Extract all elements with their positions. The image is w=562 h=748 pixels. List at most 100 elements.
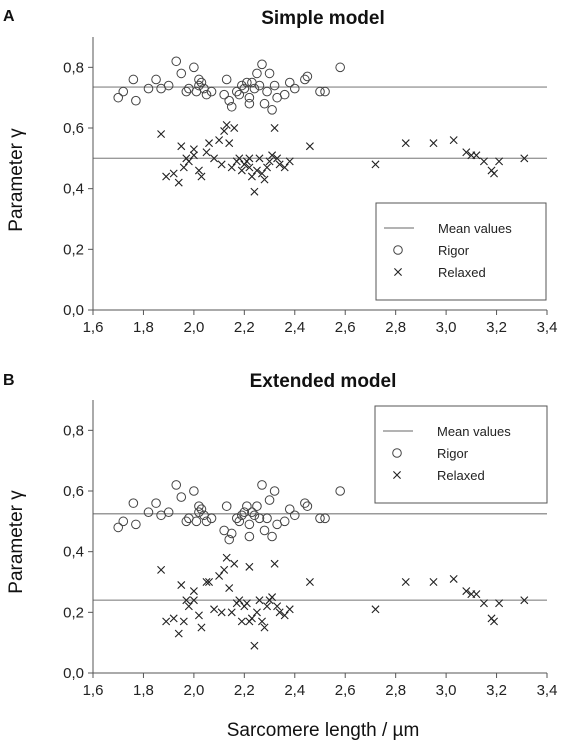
panel-b-rigor-point: [264, 495, 275, 505]
panel-a-relaxed-point: [258, 169, 266, 178]
panel-b-rigor-point: [315, 513, 325, 524]
panel-a-y-tick-label: 0,2: [63, 241, 84, 258]
panel-a-rigor-point: [163, 80, 174, 91]
panel-a-relaxed-point: [285, 157, 294, 166]
panel-b-rigor-point: [221, 501, 232, 511]
panel-a-relaxed-point: [270, 124, 279, 132]
panel-b-relaxed-point: [263, 602, 272, 611]
panel-a-rigor-point: [151, 74, 161, 85]
panel-b-relaxed-point: [285, 605, 294, 614]
panel-a-legend-x-swatch: [394, 268, 402, 276]
panel-b-relaxed-point: [174, 629, 183, 638]
panel-b-x-tick-label: 1,8: [133, 682, 154, 699]
panel-a-x-tick-label: 2,0: [183, 319, 204, 336]
panel-a-rigor-point: [289, 83, 300, 94]
panel-a-relaxed-point: [189, 151, 198, 160]
panel-b-title: Extended model: [250, 371, 397, 392]
panel-a-relaxed-point: [263, 163, 272, 172]
panel-a-relaxed-point: [449, 136, 458, 145]
panel-b-rigor-point: [284, 504, 295, 515]
panel-a-rigor-point: [320, 86, 330, 97]
panel-a-relaxed-point: [520, 154, 529, 163]
panel-a-relaxed-point: [490, 169, 499, 178]
panel-a-rigor-point: [128, 74, 139, 85]
panel-a-axes: 1,6 1,8 2,0 2,2 2,4 2,6 2,8 3,0 3,2 3,4 0,0 0,2 0,4 0…: [63, 37, 557, 336]
panel-b-x-tick-label: 3,0: [436, 682, 457, 699]
panel-a-relaxed-point: [472, 151, 481, 160]
panel-b-rigor-point: [181, 516, 192, 527]
panel-b-rigor-point: [252, 501, 262, 511]
panel-b-legend: Mean values Rigor Relaxed: [374, 405, 548, 504]
panel-b-rigor-point: [262, 513, 272, 524]
panel-a-y-tick-label: 0,0: [63, 302, 84, 319]
panel-a-rigor-points: [113, 56, 345, 115]
panel-letter-b: B: [3, 372, 15, 389]
panel-b-relaxed-point: [194, 611, 203, 620]
panel-b-relaxed-point: [189, 596, 198, 605]
panel-a-relaxed-point: [237, 166, 246, 175]
panel-a-relaxed-point: [179, 163, 188, 172]
panel-a-relaxed-point: [162, 172, 171, 181]
panel-a-relaxed-point: [235, 154, 244, 163]
panel-a-relaxed-points: [157, 120, 529, 196]
panel-b-relaxed-point: [449, 574, 458, 583]
panel-b-rigor-point: [131, 519, 141, 530]
panel-a-rigor-point: [176, 68, 187, 79]
panel-a-x-tick-label: 2,6: [335, 319, 356, 336]
panel-a-rigor-point: [221, 74, 232, 85]
panel-a-x-tick-label: 3,4: [537, 319, 558, 336]
panel-a-legend: Mean values Rigor Relaxed: [375, 202, 547, 301]
panel-b-relaxed-point: [179, 617, 188, 626]
panel-b-relaxed-point: [215, 571, 224, 580]
panel-a-relaxed-point: [495, 157, 504, 166]
panel-a-x-tick-label: 1,8: [133, 319, 154, 336]
panel-a-x-tick-label: 3,0: [436, 319, 457, 336]
panel-b-rigor-point: [259, 525, 270, 536]
panel-b-rigor-point: [279, 516, 290, 527]
panel-b-mean-lines: [93, 513, 547, 601]
panel-a-rigor-point: [219, 89, 229, 100]
x-axis-label: Sarcomere length / µm: [227, 720, 420, 741]
panel-a-rigor-point: [284, 77, 295, 88]
panel-b-relaxed-point: [280, 611, 289, 620]
panel-b-ylabel: Parameter γ: [6, 490, 27, 594]
panel-a-relaxed-point: [197, 172, 206, 181]
panel-b-relaxed-point: [305, 578, 314, 586]
panel-b-rigor-point: [231, 513, 242, 524]
panel-b-rigor-point: [206, 513, 217, 524]
panel-b-relaxed-point: [237, 617, 246, 626]
panel-a-legend-label: Relaxed: [438, 265, 486, 280]
panel-a-rigor-point: [113, 92, 124, 103]
panel-a-relaxed-point: [174, 178, 183, 187]
panel-b-legend-x-swatch: [393, 471, 401, 479]
panel-b-rigor-point: [224, 534, 234, 545]
panel-b-rigor-point: [128, 498, 139, 508]
panel-a-relaxed-point: [202, 148, 211, 157]
panel-a-relaxed-point: [401, 139, 410, 148]
panel-b-rigor-point: [201, 516, 212, 527]
panel-a-relaxed-point: [252, 166, 261, 175]
panel-a-relaxed-point: [245, 163, 254, 172]
panel-b-rigor-point: [267, 531, 277, 542]
panel-a-rigor-point: [189, 62, 199, 73]
panel-b-relaxed-point: [258, 617, 266, 626]
panel-a-relaxed-point: [260, 175, 269, 184]
panel-b-rigor-point: [143, 507, 154, 518]
panel-b-y-tick-label: 0,0: [63, 665, 84, 682]
panel-a-relaxed-point: [305, 142, 314, 151]
panel-b-rigor-point: [249, 510, 260, 521]
panel-b-relaxed-point: [490, 617, 499, 626]
panel-a-relaxed-point: [247, 172, 256, 181]
panel-a-relaxed-point: [225, 139, 234, 148]
panel-b-rigor-point: [300, 498, 310, 508]
panel-a-relaxed-point: [220, 127, 229, 136]
panel-a-legend-box: [375, 202, 547, 301]
panel-a-rigor-point: [237, 80, 247, 91]
panel-b-y-tick-label: 0,4: [63, 544, 84, 561]
panel-a-x-tick-label: 1,6: [83, 319, 104, 336]
panel-b-relaxed-point: [220, 565, 229, 574]
panel-a-rigor-point: [302, 71, 313, 82]
panel-b-rigor-point: [176, 492, 187, 502]
panel-a-legend-label: Rigor: [438, 243, 470, 258]
panel-b-y-tick-label: 0,2: [63, 604, 84, 621]
